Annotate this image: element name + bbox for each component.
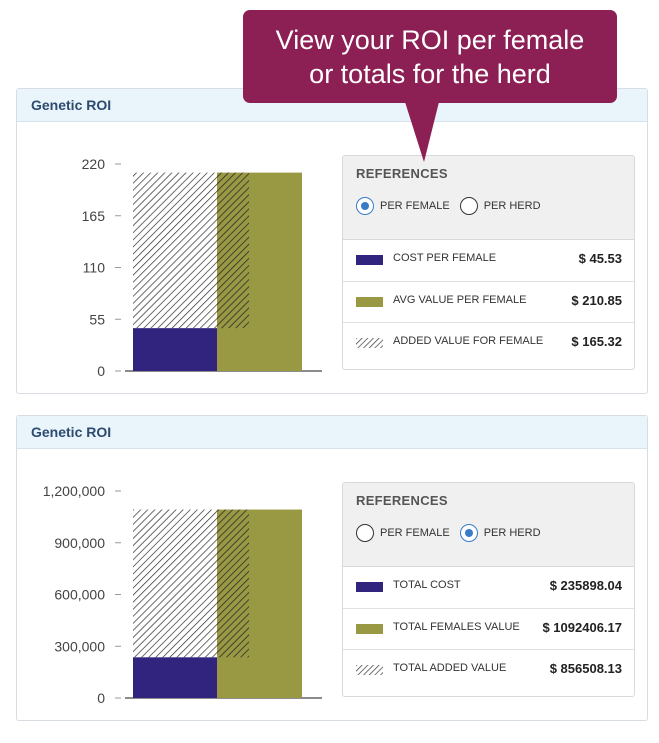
reference-value: $ 165.32 bbox=[571, 334, 622, 349]
per-female-radio[interactable]: PER FEMALE bbox=[356, 197, 450, 215]
references-title: REFERENCES bbox=[356, 166, 448, 181]
reference-label: AVG VALUE PER FEMALE bbox=[393, 294, 527, 306]
added-value-overlap bbox=[217, 509, 249, 658]
y-tick-label: 55 bbox=[89, 311, 105, 327]
per-female-label: PER FEMALE bbox=[380, 200, 450, 212]
reference-label: COST PER FEMALE bbox=[393, 252, 497, 264]
radio-dot-icon bbox=[464, 529, 473, 537]
added-value-bar bbox=[133, 172, 217, 329]
reference-label: TOTAL ADDED VALUE bbox=[393, 662, 507, 674]
callout-tooltip: View your ROI per female or totals for t… bbox=[243, 10, 617, 103]
y-tick-label: 165 bbox=[82, 208, 106, 224]
reference-value: $ 235898.04 bbox=[549, 578, 622, 593]
y-tick-label: 900,000 bbox=[54, 535, 105, 551]
reference-row-value: TOTAL FEMALES VALUE $ 1092406.17 bbox=[343, 608, 634, 649]
per-female-label: PER FEMALE bbox=[380, 527, 450, 539]
per-herd-label: PER HERD bbox=[483, 200, 541, 212]
reference-row-added: ADDED VALUE FOR FEMALE $ 165.32 bbox=[343, 322, 634, 363]
cost-bar bbox=[133, 657, 217, 698]
radio-unchecked-icon[interactable] bbox=[356, 524, 374, 542]
reference-value: $ 856508.13 bbox=[549, 661, 622, 676]
added-value-bar bbox=[133, 509, 217, 658]
reference-row-cost: COST PER FEMALE $ 45.53 bbox=[343, 240, 634, 281]
per-herd-radio[interactable]: PER HERD bbox=[459, 197, 541, 215]
roi-chart: 0 55 110 165 220 bbox=[82, 156, 322, 379]
per-herd-label: PER HERD bbox=[483, 527, 541, 539]
reference-label: TOTAL COST bbox=[393, 579, 461, 591]
genetic-roi-panel-per-female: Genetic ROI 0 55 110 165 220 REFERENCES PER … bbox=[16, 88, 648, 394]
panel-body: 0 55 110 165 220 REFERENCES PER FEMALE PER H… bbox=[17, 122, 647, 393]
callout-pointer-icon bbox=[405, 102, 439, 162]
y-tick-label: 110 bbox=[83, 260, 106, 276]
value-swatch-icon bbox=[356, 297, 383, 307]
reference-label: TOTAL FEMALES VALUE bbox=[393, 621, 520, 633]
radio-unchecked-icon[interactable] bbox=[459, 197, 478, 215]
references-box: REFERENCES PER FEMALE PER HERD TOTAL COS… bbox=[342, 482, 635, 697]
added-value-overlap bbox=[217, 172, 249, 329]
genetic-roi-panel-per-herd: Genetic ROI 0 300,000 600,000 900,000 1,200,… bbox=[16, 415, 648, 721]
roi-chart: 0 300,000 600,000 900,000 1,200,000 bbox=[43, 483, 322, 706]
reference-value: $ 1092406.17 bbox=[542, 620, 622, 635]
y-tick-label: 300,000 bbox=[54, 638, 105, 654]
references-header bbox=[343, 156, 634, 240]
hatch-swatch-icon bbox=[356, 665, 383, 675]
per-female-radio[interactable]: PER FEMALE bbox=[356, 524, 450, 542]
value-swatch-icon bbox=[356, 624, 383, 634]
hatch-swatch-icon bbox=[356, 338, 383, 348]
panel-body: 0 300,000 600,000 900,000 1,200,000 REFERENC… bbox=[17, 449, 647, 720]
cost-bar bbox=[133, 328, 217, 371]
y-tick-label: 600,000 bbox=[54, 587, 105, 603]
y-tick-label: 220 bbox=[82, 156, 106, 172]
references-box: REFERENCES PER FEMALE PER HERD COST PER … bbox=[342, 155, 635, 370]
references-header bbox=[343, 483, 634, 567]
radio-checked-icon[interactable] bbox=[459, 524, 478, 542]
cost-swatch-icon bbox=[356, 582, 383, 592]
y-tick-label: 0 bbox=[97, 690, 105, 706]
radio-checked-icon[interactable] bbox=[356, 197, 374, 215]
callout-line-1: View your ROI per female bbox=[275, 25, 585, 55]
reference-row-cost: TOTAL COST $ 235898.04 bbox=[343, 567, 634, 608]
reference-label: ADDED VALUE FOR FEMALE bbox=[393, 335, 544, 347]
view-mode-radio-group: PER FEMALE PER HERD bbox=[356, 197, 551, 215]
view-mode-radio-group: PER FEMALE PER HERD bbox=[356, 524, 551, 542]
panel-title: Genetic ROI bbox=[17, 416, 647, 449]
references-title: REFERENCES bbox=[356, 493, 448, 508]
reference-row-added: TOTAL ADDED VALUE $ 856508.13 bbox=[343, 649, 634, 690]
radio-dot-icon bbox=[361, 202, 369, 210]
y-tick-label: 0 bbox=[97, 363, 105, 379]
reference-value: $ 210.85 bbox=[571, 293, 622, 308]
y-tick-label: 1,200,000 bbox=[43, 483, 105, 499]
reference-value: $ 45.53 bbox=[578, 251, 622, 266]
reference-row-value: AVG VALUE PER FEMALE $ 210.85 bbox=[343, 281, 634, 322]
callout-line-2: or totals for the herd bbox=[309, 59, 551, 89]
per-herd-radio[interactable]: PER HERD bbox=[459, 524, 541, 542]
cost-swatch-icon bbox=[356, 255, 383, 265]
